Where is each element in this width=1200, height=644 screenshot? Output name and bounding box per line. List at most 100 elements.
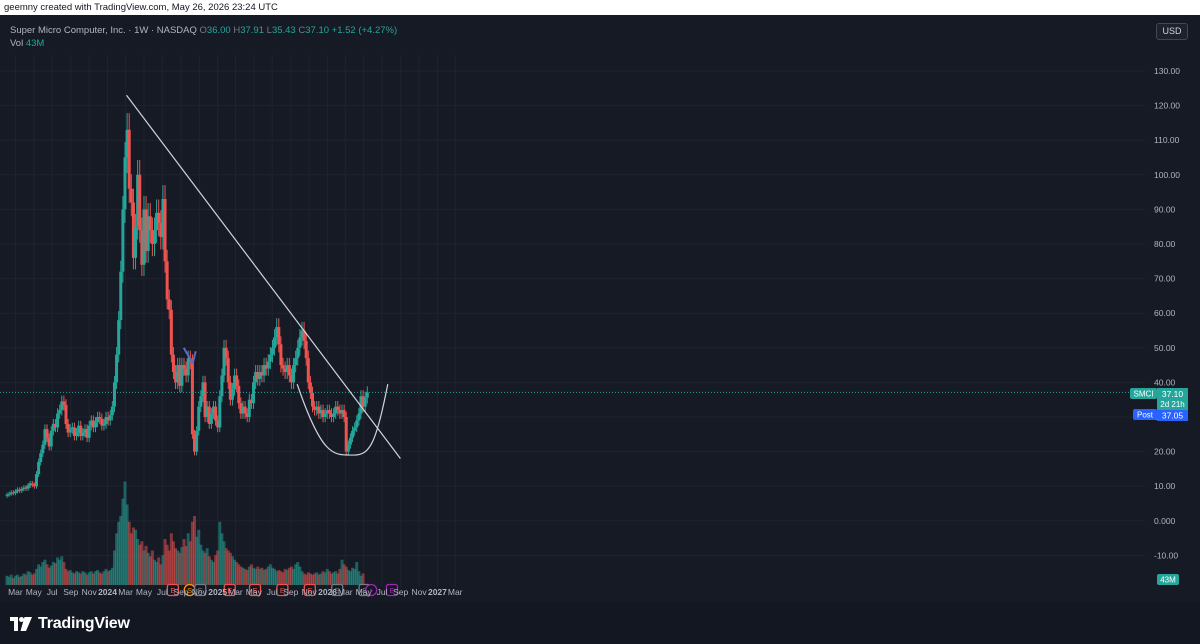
candle-body xyxy=(353,427,357,431)
post-tag xyxy=(1133,409,1157,420)
volume-bar xyxy=(9,574,13,585)
candle-body xyxy=(359,396,363,414)
candle-body xyxy=(72,427,76,437)
event-marker[interactable] xyxy=(194,583,207,597)
volume-bar xyxy=(287,567,291,585)
candle-body xyxy=(161,199,165,238)
event-marker-label: E xyxy=(198,586,203,595)
volume-bar xyxy=(270,567,274,585)
candle-body xyxy=(24,487,28,489)
tradingview-logo[interactable]: TradingView xyxy=(10,615,130,632)
x-tick-label: Jul xyxy=(267,587,278,597)
x-tick-label: Sep xyxy=(173,587,188,597)
event-marker[interactable] xyxy=(223,583,236,597)
candle-body xyxy=(127,129,131,189)
candle-body xyxy=(83,429,87,433)
volume-bar xyxy=(68,570,72,585)
x-tick-label: 2026 xyxy=(318,587,337,597)
chart-pane[interactable]: E S E E E E E E E ⚡ E 130.00 120.00 110.00 100.00 90.0… xyxy=(0,15,1200,602)
candle-body xyxy=(34,474,38,487)
volume-bar xyxy=(60,556,64,585)
volume-bar xyxy=(298,566,302,585)
candle-body xyxy=(28,483,32,486)
candle-body xyxy=(260,372,264,376)
volume-value: 43M xyxy=(25,38,45,49)
volume-bar xyxy=(157,557,161,585)
candle-body xyxy=(96,417,100,423)
candle-body xyxy=(302,330,306,341)
candle-body xyxy=(327,410,331,414)
legend-volume-row: Vol 43M xyxy=(10,37,397,50)
x-tick-label: May xyxy=(246,587,263,597)
price-labels: SMCI 37.10 2d 21h Post 37.05 43M xyxy=(1130,388,1188,585)
post-key-label: Post xyxy=(1137,411,1154,420)
countdown-label: 2d 21h xyxy=(1160,400,1184,409)
x-tick-label: Mar xyxy=(118,587,133,597)
event-marker-label: ⚡ xyxy=(369,586,374,595)
volume-bar xyxy=(302,573,306,585)
event-marker[interactable] xyxy=(385,583,399,597)
volume-bar xyxy=(85,574,89,585)
candle-body xyxy=(150,230,154,244)
volume-bar xyxy=(51,562,55,585)
event-marker[interactable] xyxy=(365,583,378,597)
candle-body xyxy=(325,410,329,414)
candle-body xyxy=(89,420,93,426)
candle-body xyxy=(239,403,243,414)
volume-bar xyxy=(296,562,300,585)
x-tick-label: Sep xyxy=(63,587,78,597)
volume-bar xyxy=(218,521,222,585)
volume-bar xyxy=(119,516,123,585)
candle-body xyxy=(49,430,53,447)
candlestick-chart[interactable]: E S E E E E E E E ⚡ E 130.00120.00110.00100.0090.0… xyxy=(0,15,1200,602)
y-tick-label: 80.00 xyxy=(1154,239,1176,249)
last-price-tag xyxy=(1130,388,1157,399)
volume-bar xyxy=(104,568,108,585)
volume-bar xyxy=(176,550,180,585)
volume-bar xyxy=(127,521,131,585)
candle-body xyxy=(45,429,49,438)
volume-bar xyxy=(260,567,264,585)
volume-bar xyxy=(58,559,62,585)
volume-bar xyxy=(165,544,169,585)
volume-bar xyxy=(77,572,81,585)
tradingview-logo-icon xyxy=(10,617,32,631)
x-tick-label: Nov xyxy=(192,587,208,597)
candle-body xyxy=(338,410,342,414)
blue-swing-drawing xyxy=(182,347,197,364)
volume-bar xyxy=(273,568,277,585)
volume-bar xyxy=(241,567,245,585)
candle-body xyxy=(228,382,232,400)
volume-bar xyxy=(30,574,34,585)
candle-body xyxy=(159,223,163,238)
volume-bar xyxy=(32,573,36,585)
event-marker[interactable] xyxy=(303,583,316,597)
volume-bar xyxy=(56,557,60,585)
y-tick-label: 60.00 xyxy=(1154,308,1176,318)
volume-bar xyxy=(336,573,340,585)
x-tick-label: Nov xyxy=(82,587,98,597)
volume-bar xyxy=(142,550,146,585)
candle-body xyxy=(66,423,70,433)
volume-bar xyxy=(226,550,230,585)
volume-bar xyxy=(7,576,11,585)
event-marker[interactable] xyxy=(276,583,289,597)
currency-button[interactable]: USD xyxy=(1156,23,1188,40)
volume-bar xyxy=(279,571,283,585)
candle-body xyxy=(184,368,188,376)
candle-body xyxy=(332,413,336,417)
volume-bar xyxy=(102,571,106,585)
event-marker[interactable] xyxy=(248,583,262,597)
candle-body xyxy=(243,406,247,414)
event-marker[interactable] xyxy=(166,583,180,597)
event-marker[interactable] xyxy=(331,583,344,597)
candle-body xyxy=(98,417,102,419)
candle-body xyxy=(119,271,123,321)
x-tick-label: Mar xyxy=(228,587,243,597)
volume-bar xyxy=(243,568,247,585)
candle-body xyxy=(53,423,57,428)
volume-bar xyxy=(93,571,97,585)
volume-tag xyxy=(1157,574,1179,585)
x-tick-label: 2025 xyxy=(208,587,227,597)
x-tick-label: Jul xyxy=(157,587,168,597)
